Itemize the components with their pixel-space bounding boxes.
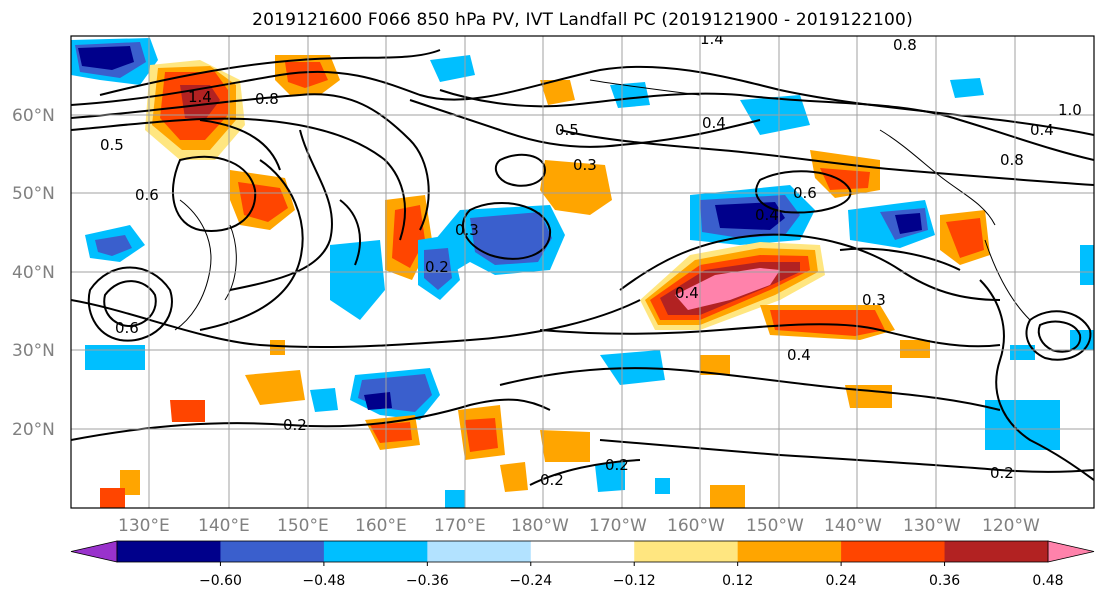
- map-title: 2019121600 F066 850 hPa PV, IVT Landfall…: [252, 10, 913, 30]
- contour-label: 0.4: [755, 206, 779, 224]
- graticule: [71, 36, 1094, 508]
- lat-label: 60°N: [12, 106, 55, 126]
- contour-label-layer: 1.4 0.8 1.4 0.8 0.4 0.5 0.3 0.6 0.4 0.6 …: [100, 30, 1082, 489]
- lon-label: 150°E: [277, 516, 329, 536]
- lon-label: 180°W: [511, 516, 569, 536]
- plot-frame: [70, 35, 1095, 509]
- shaded-anomaly-layer: [71, 38, 1094, 508]
- contour-label: 0.6: [793, 184, 817, 202]
- contour-label: 0.5: [100, 136, 124, 154]
- colorbar-extend-low: [70, 540, 118, 563]
- lon-label: 120°W: [982, 516, 1040, 536]
- colorbar-segment: [841, 541, 946, 562]
- contour-label: 0.2: [605, 456, 629, 474]
- contour-label: 0.2: [425, 258, 449, 276]
- lat-label: 40°N: [12, 263, 55, 283]
- contour-lines: [71, 49, 1094, 486]
- colorbar-tick-label: −0.48: [302, 573, 345, 589]
- lon-label: 170°W: [589, 516, 647, 536]
- colorbar-segment: [427, 541, 532, 562]
- colorbar-tick-label: 0.24: [826, 573, 857, 589]
- colorbar-segment: [737, 541, 842, 562]
- lat-label: 30°N: [12, 341, 55, 361]
- colorbar-tick-label: 0.12: [722, 573, 753, 589]
- colorbar-segment: [220, 541, 325, 562]
- contour-label: 1.0: [1058, 101, 1082, 119]
- colorbar-tick-label: −0.60: [199, 573, 242, 589]
- lon-label: 160°E: [355, 516, 407, 536]
- contour-label: 0.4: [787, 346, 811, 364]
- colorbar: −0.60 −0.48 −0.36 −0.24 −0.12 0.12 0.24 0.36 0.4…: [70, 540, 1095, 589]
- contour-label: 0.8: [1000, 151, 1024, 169]
- contour-label: 0.6: [135, 186, 159, 204]
- colorbar-segment: [323, 541, 428, 562]
- contour-label: 1.4: [700, 30, 724, 48]
- colorbar-segment: [117, 541, 221, 562]
- lon-label: 130°W: [903, 516, 961, 536]
- colorbar-frame: [116, 540, 1049, 563]
- contour-label: 0.4: [702, 114, 726, 132]
- contour-label: 0.2: [283, 416, 307, 434]
- colorbar-tick-label: 0.36: [929, 573, 960, 589]
- lon-label: 160°W: [667, 516, 725, 536]
- lon-label: 140°W: [824, 516, 882, 536]
- colorbar-segment: [530, 541, 635, 562]
- lon-label: 140°E: [198, 516, 250, 536]
- lon-label: 150°W: [746, 516, 804, 536]
- contour-label: 0.2: [990, 464, 1014, 482]
- colorbar-tick-label: −0.36: [406, 573, 449, 589]
- contour-label: 0.3: [862, 291, 886, 309]
- lat-label: 50°N: [12, 184, 55, 204]
- contour-label: 0.8: [255, 90, 279, 108]
- colorbar-extend-high: [1047, 540, 1095, 563]
- contour-label: 0.3: [573, 156, 597, 174]
- colorbar-segment: [944, 541, 1049, 562]
- colorbar-tick-label: −0.24: [509, 573, 552, 589]
- lon-label: 170°E: [434, 516, 486, 536]
- contour-label: 0.8: [893, 36, 917, 54]
- lon-label: 130°E: [118, 516, 170, 536]
- colorbar-tick-label: 0.48: [1032, 573, 1063, 589]
- contour-label: 0.5: [555, 121, 579, 139]
- colorbar-segment: [634, 541, 739, 562]
- contour-label: 0.4: [675, 284, 699, 302]
- colorbar-tick-label: −0.12: [613, 573, 656, 589]
- contour-label: 1.4: [188, 88, 212, 106]
- contour-label: 0.2: [540, 471, 564, 489]
- coastlines: [174, 79, 1031, 331]
- lat-label: 20°N: [12, 420, 55, 440]
- latitude-axis: 60°N 50°N 40°N 30°N 20°N: [12, 106, 55, 440]
- contour-label: 0.6: [115, 319, 139, 337]
- contour-label: 0.3: [455, 221, 479, 239]
- longitude-axis: 130°E 140°E 150°E 160°E 170°E 180°W 170°…: [118, 516, 1040, 536]
- contour-label: 0.4: [1030, 121, 1054, 139]
